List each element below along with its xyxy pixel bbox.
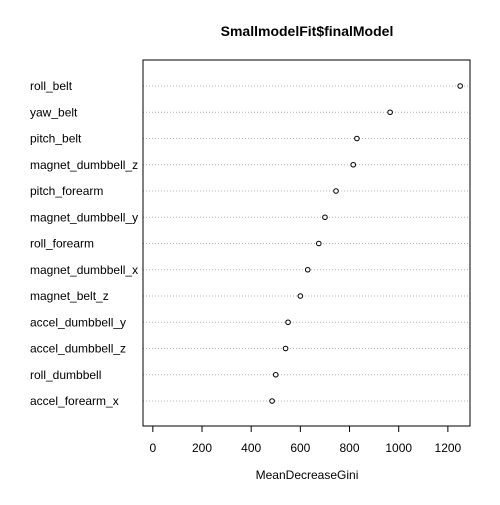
category-label: magnet_dumbbell_z	[30, 158, 138, 172]
chart-title: SmallmodelFit$finalModel	[221, 23, 394, 39]
data-point	[354, 135, 360, 142]
x-tick-label: 0	[149, 441, 156, 455]
data-point	[272, 371, 279, 378]
data-point	[315, 240, 322, 247]
category-labels: roll_belt yaw_belt pitch_belt magnet_dumbbe…	[30, 79, 138, 408]
data-point	[269, 398, 275, 404]
category-label: magnet_belt_z	[30, 289, 109, 303]
category-label: roll_dumbbell	[30, 368, 101, 382]
data-point	[350, 161, 357, 168]
x-tick-label: 600	[290, 441, 310, 455]
x-tick-label: 1000	[385, 441, 412, 455]
plot-frame	[142, 59, 471, 427]
x-axis-label: MeanDecreaseGini	[256, 468, 359, 482]
data-point	[297, 293, 304, 299]
data-point	[333, 188, 339, 194]
x-tick-label: 800	[340, 441, 360, 455]
data-point	[322, 214, 328, 221]
data-point	[387, 109, 393, 116]
category-label: pitch_belt	[30, 132, 82, 146]
category-label: accel_forearm_x	[30, 394, 119, 408]
category-label: pitch_forearm	[30, 184, 103, 198]
category-label: accel_dumbbell_z	[30, 342, 126, 356]
category-label: magnet_dumbbell_y	[30, 210, 138, 224]
category-label: magnet_dumbbell_x	[30, 263, 138, 277]
x-tick-label: 200	[192, 441, 212, 455]
x-tick-label: 400	[241, 441, 261, 455]
data-point	[304, 266, 311, 273]
data-point	[282, 345, 289, 352]
category-label: yaw_belt	[30, 105, 78, 119]
x-tick-label: 1200	[435, 441, 462, 455]
category-label: accel_dumbbell_y	[30, 315, 126, 329]
category-label: roll_belt	[30, 79, 73, 93]
data-point	[285, 319, 291, 326]
grid-lines	[143, 85, 470, 402]
category-label: roll_forearm	[30, 237, 94, 251]
data-point	[457, 83, 463, 89]
x-axis: 0 200 400 600 800 1000 1200	[149, 426, 462, 455]
data-points	[269, 83, 463, 404]
